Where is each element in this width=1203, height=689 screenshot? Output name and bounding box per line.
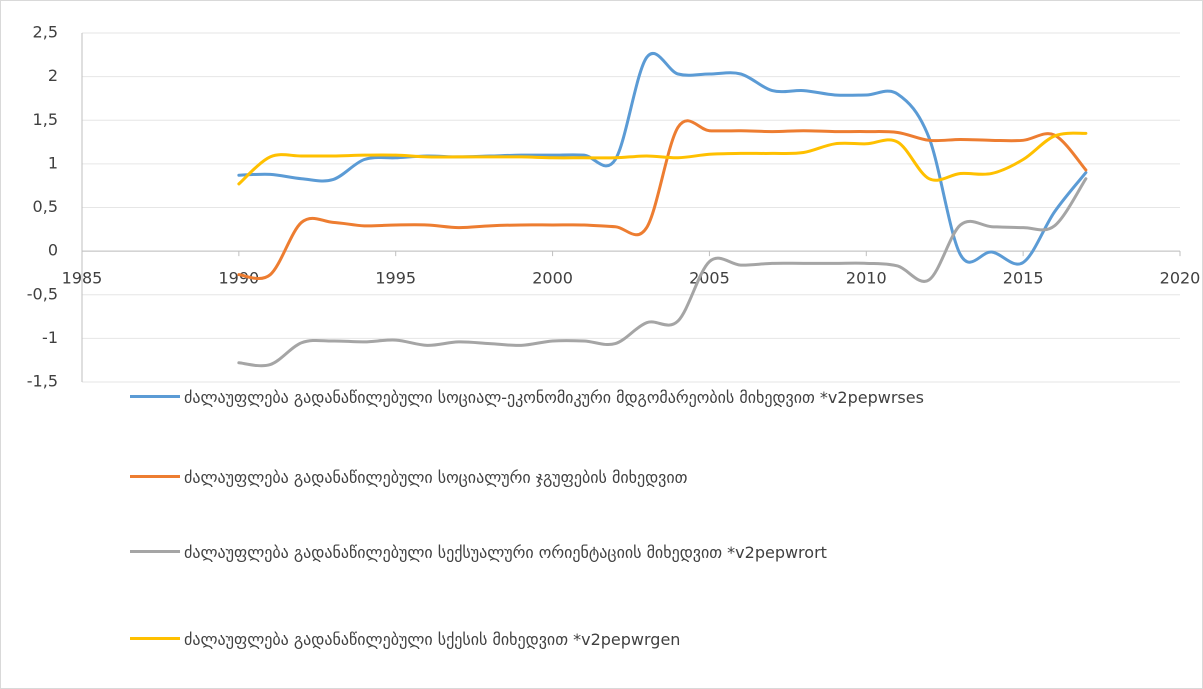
y-tick-label: 1,5 (33, 110, 58, 129)
x-tick-label: 2010 (846, 269, 887, 288)
y-tick-label: -0,5 (27, 284, 58, 303)
y-tick-label: 2,5 (33, 23, 58, 42)
y-tick-label: -1 (42, 328, 58, 347)
series-line (237, 131, 1088, 186)
y-tick-label: -1,5 (27, 372, 58, 391)
x-tick-label: 1985 (62, 269, 103, 288)
legend-swatch (130, 395, 180, 398)
legend-swatch (130, 475, 180, 478)
legend-label: ძალაუფლება გადანაწილებული სოციალური ჯგუფ… (184, 468, 688, 487)
legend-label: ძალაუფლება გადანაწილებული სექსუალური ორი… (184, 543, 827, 562)
y-tick-label: 0 (48, 241, 58, 260)
y-tick-label: 0,5 (33, 197, 58, 216)
x-tick-label: 2020 (1160, 269, 1201, 288)
x-tick-label: 1995 (375, 269, 416, 288)
legend-label: ძალაუფლება გადანაწილებული სოციალ-ეკონომი… (184, 388, 924, 407)
legend-swatch (130, 550, 180, 553)
y-tick-label: 1 (48, 153, 58, 172)
legend-swatch (130, 637, 180, 640)
series-line (237, 119, 1088, 281)
x-tick-label: 2000 (532, 269, 573, 288)
x-tick-label: 2005 (689, 269, 730, 288)
legend-entry: ძალაუფლება გადანაწილებული სქესის მიხედვი… (130, 627, 1010, 653)
series-line (237, 177, 1088, 368)
x-tick-label: 1990 (218, 269, 259, 288)
x-tick-label: 2015 (1003, 269, 1044, 288)
legend-entry: ძალაუფლება გადანაწილებული სოციალ-ეკონომი… (130, 385, 1010, 411)
legend-entry: ძალაუფლება გადანაწილებული სოციალური ჯგუფ… (130, 465, 1010, 491)
legend-entry: ძალაუფლება გადანაწილებული სექსუალური ორი… (130, 540, 1010, 566)
legend-label: ძალაუფლება გადანაწილებული სქესის მიხედვი… (184, 630, 681, 649)
series-line (237, 52, 1088, 266)
y-tick-label: 2 (48, 66, 58, 85)
